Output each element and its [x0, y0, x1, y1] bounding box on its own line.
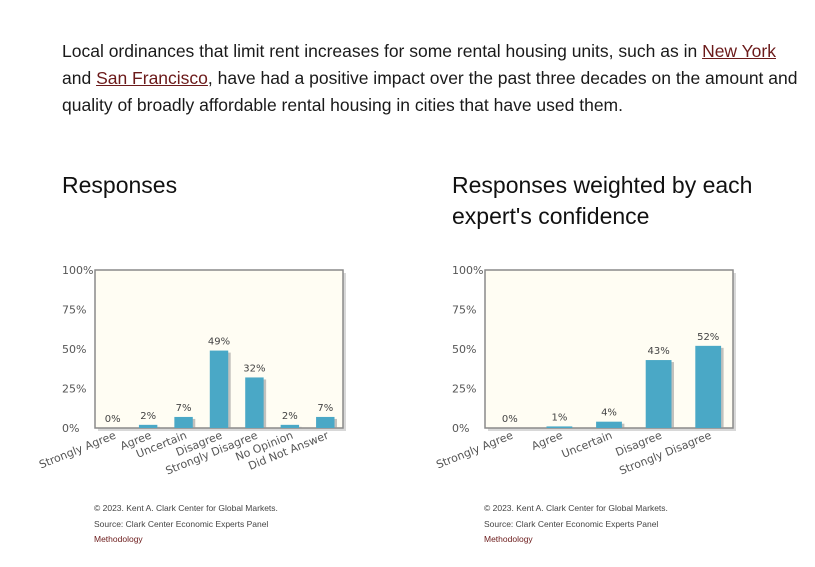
data-label: 7% — [176, 403, 192, 414]
question-text-middle: and — [62, 68, 97, 88]
y-tick-label: 0% — [62, 422, 79, 435]
responses-bar-chart: 0%25%50%75%100%0%Strongly Agree2%Agree7%… — [37, 264, 346, 478]
data-label: 43% — [647, 346, 669, 357]
data-label: 52% — [697, 332, 719, 343]
y-tick-label: 25% — [452, 383, 476, 396]
responses-chart-title: Responses — [62, 172, 178, 198]
x-tick-label: Strongly Agree — [434, 429, 515, 472]
y-tick-label: 100% — [62, 264, 93, 277]
weighted-chart-footer: © 2023. Kent A. Clark Center for Global … — [484, 501, 668, 548]
source-text: Source: Clark Center Economic Experts Pa… — [94, 518, 269, 529]
data-label: 2% — [140, 411, 156, 422]
data-label: 32% — [243, 363, 265, 374]
weighted-bar-chart: 0%25%50%75%100%0%Strongly Agree1%Agree4%… — [434, 264, 736, 478]
bar — [209, 350, 229, 428]
plot-area — [484, 269, 734, 429]
data-label: 1% — [551, 412, 567, 423]
question-text: Local ordinances that limit rent increas… — [62, 38, 802, 119]
methodology-link[interactable]: Methodology — [94, 534, 143, 544]
bar — [280, 424, 300, 428]
data-label: 0% — [502, 414, 518, 425]
methodology-link[interactable]: Methodology — [484, 534, 533, 544]
question-text-start: Local ordinances that limit rent increas… — [62, 41, 703, 61]
y-tick-label: 50% — [452, 343, 476, 356]
copyright-text: © 2023. Kent A. Clark Center for Global … — [484, 503, 668, 513]
new-york-link[interactable]: New York — [702, 41, 776, 61]
source-text: Source: Clark Center Economic Experts Pa… — [484, 518, 659, 529]
y-tick-label: 25% — [62, 383, 86, 396]
x-tick-label: Strongly Agree — [37, 429, 118, 472]
data-label: 0% — [105, 414, 121, 425]
bar — [316, 416, 335, 428]
copyright-text: © 2023. Kent A. Clark Center for Global … — [94, 503, 278, 513]
data-label: 4% — [601, 408, 617, 419]
data-label: 49% — [208, 337, 230, 348]
y-tick-label: 50% — [62, 343, 86, 356]
y-tick-label: 75% — [62, 304, 86, 317]
bar — [695, 345, 722, 428]
bar — [546, 426, 573, 428]
data-label: 7% — [317, 403, 333, 414]
data-label: 2% — [282, 411, 298, 422]
san-francisco-link[interactable]: San Francisco — [96, 68, 208, 88]
question-text-end: , have had a positive impact over the pa… — [62, 68, 798, 115]
weighted-chart-title: Responses weighted by each expert's conf… — [452, 172, 753, 229]
bar — [138, 424, 158, 428]
bar — [174, 416, 193, 428]
bar — [245, 377, 264, 428]
y-tick-label: 100% — [452, 264, 483, 277]
bar — [596, 421, 622, 428]
responses-chart-footer: © 2023. Kent A. Clark Center for Global … — [94, 501, 278, 548]
bar — [645, 360, 672, 428]
x-tick-label: Uncertain — [560, 429, 614, 461]
y-tick-label: 0% — [452, 422, 469, 435]
y-tick-label: 75% — [452, 304, 476, 317]
